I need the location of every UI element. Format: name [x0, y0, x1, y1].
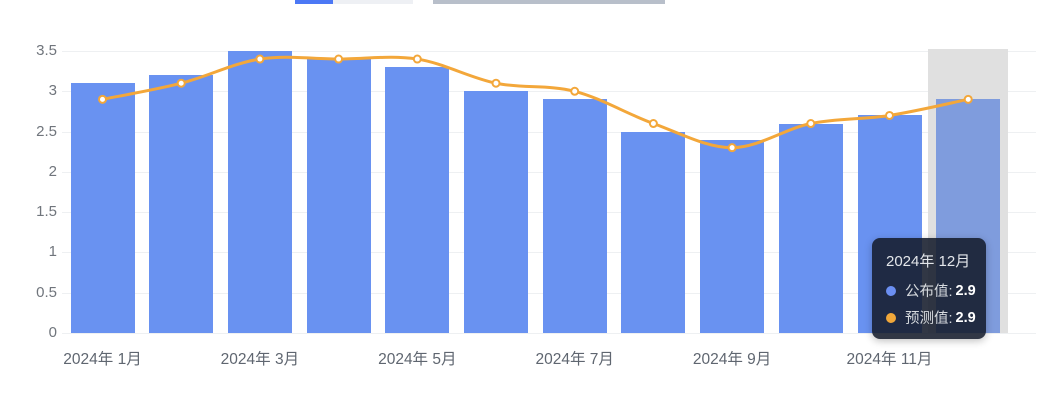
- tab-body-fragment: [333, 0, 413, 4]
- x-axis-tick-label: 2024年 7月: [535, 351, 614, 368]
- tooltip-title: 2024年 12月: [886, 253, 971, 270]
- y-gridline: [62, 333, 1036, 334]
- tooltip-series-value: 2.9: [955, 309, 976, 326]
- x-axis-tick-label: 2024年 11月: [846, 351, 933, 368]
- line-marker: [648, 119, 658, 129]
- y-axis-tick-label: 1.5: [36, 203, 57, 221]
- line-marker: [412, 54, 422, 64]
- y-axis-tick-label: 2.5: [36, 122, 57, 140]
- x-axis-tick-label: 2024年 9月: [692, 351, 772, 368]
- bar-2024年 3月[interactable]: [227, 51, 292, 333]
- bar-2024年 1月[interactable]: [70, 83, 135, 333]
- y-axis-tick-label: 0: [48, 324, 57, 341]
- x-axis-tick-label: 2024年 3月: [220, 351, 300, 368]
- bar-2024年 4月[interactable]: [306, 59, 371, 333]
- top-tab-fragment-active[interactable]: [295, 0, 413, 4]
- bar-2024年 8月[interactable]: [621, 131, 686, 333]
- bar-2024年 2月[interactable]: [149, 75, 214, 333]
- line-marker: [491, 78, 501, 88]
- y-axis-tick-label: 1: [48, 243, 57, 261]
- y-axis-tick-label: 3.5: [36, 42, 57, 59]
- x-axis-tick-label: 2024年 1月: [63, 351, 142, 368]
- bar-2024年 9月[interactable]: [700, 139, 765, 333]
- y-axis-tick-label: 0.5: [36, 283, 57, 301]
- tooltip-row: 公布值: 2.9: [886, 280, 976, 301]
- bar-2024年 6月[interactable]: [464, 91, 528, 333]
- tab-accent-bar: [295, 0, 333, 4]
- top-tab-fragment-inactive[interactable]: [433, 0, 665, 4]
- tooltip-series-value: 2.9: [955, 282, 976, 299]
- y-axis-tick-label: 2: [48, 162, 57, 180]
- y-gridline: [62, 51, 1036, 52]
- tooltip-series-label: 预测值:: [905, 311, 953, 327]
- chart-tooltip: 2024年 12月 公布值: 2.9 预测值: 2.9: [872, 238, 986, 339]
- x-axis-tick-label: 2024年 5月: [378, 351, 457, 368]
- y-axis-tick-label: 3: [48, 82, 57, 100]
- bar-2024年 5月[interactable]: [385, 67, 450, 333]
- bar-2024年 7月[interactable]: [542, 99, 607, 333]
- bar-2024年 10月[interactable]: [778, 123, 843, 333]
- tooltip-row: 预测值: 2.9: [886, 307, 976, 328]
- tooltip-series-label: 公布值:: [905, 284, 953, 300]
- series-dot-icon: [886, 285, 896, 296]
- series-dot-icon: [886, 312, 896, 323]
